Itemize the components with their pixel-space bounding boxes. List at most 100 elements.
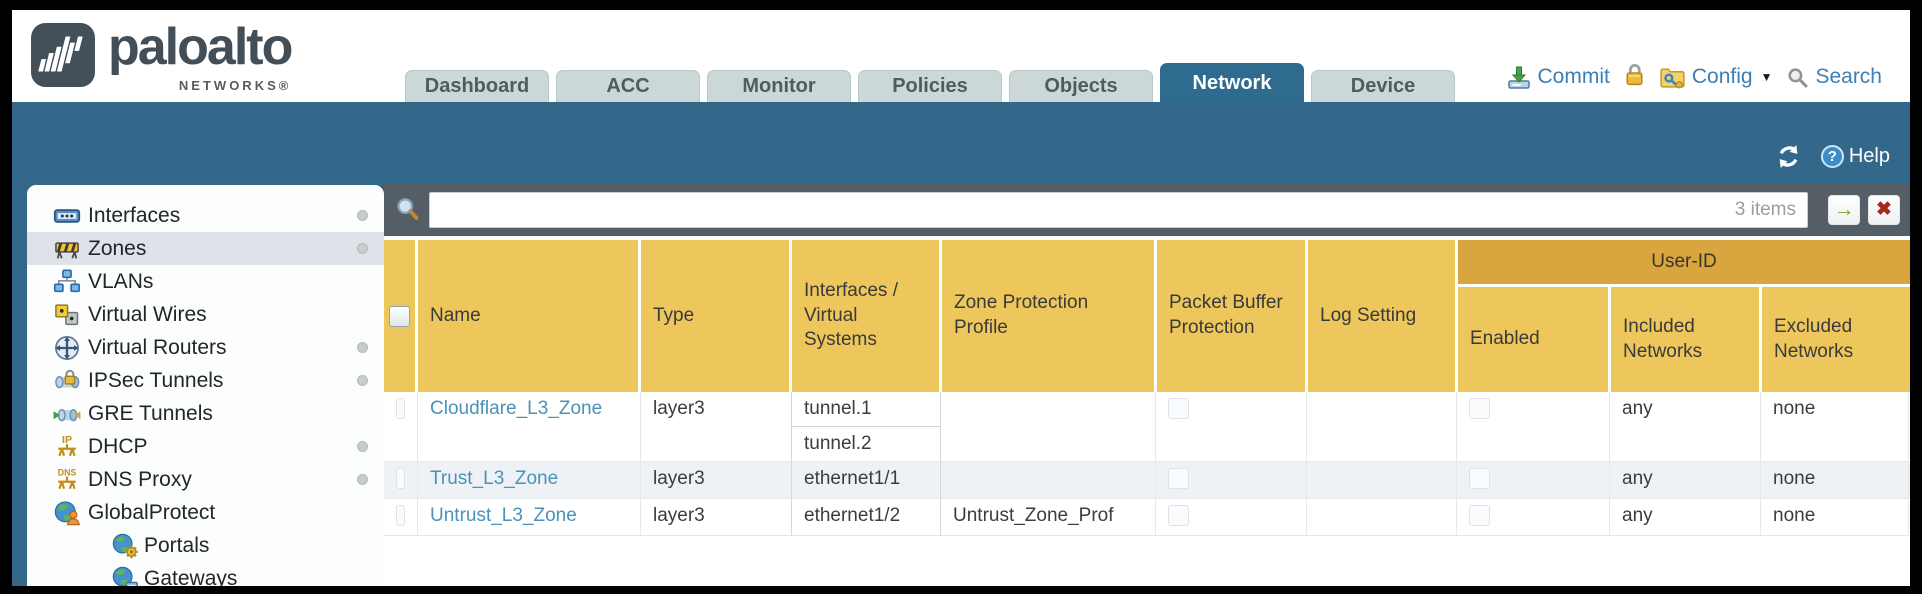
brand-wordmark: paloalto (108, 18, 293, 76)
sidebar-item-label: DNS Proxy (88, 467, 192, 491)
sidebar-item-virtual-routers[interactable]: Virtual Routers (27, 331, 384, 364)
row-checkbox[interactable] (396, 505, 405, 526)
interface-item: tunnel.1 (792, 392, 940, 427)
tab-dashboard[interactable]: Dashboard (405, 70, 549, 102)
sidebar-item-label: Zones (88, 236, 147, 260)
user-id-enabled-cell (1457, 392, 1610, 462)
packet-buffer-checkbox[interactable] (1168, 505, 1189, 526)
column-header-enabled[interactable]: Enabled (1458, 287, 1611, 392)
row-checkbox[interactable] (396, 398, 405, 419)
tab-objects[interactable]: Objects (1009, 70, 1153, 102)
globalprotect-icon (54, 501, 80, 526)
lock-button[interactable] (1624, 62, 1645, 92)
svg-text:DNS: DNS (58, 467, 77, 477)
zones-table: Name Type Interfaces / Virtual Systems Z… (384, 236, 1910, 586)
filter-search-icon (397, 198, 419, 220)
sidebar-item-label: Gateways (144, 566, 238, 587)
excluded-networks-cell: none (1761, 392, 1909, 462)
sidebar-item-label: GRE Tunnels (88, 401, 213, 425)
portals-icon (112, 533, 138, 559)
zone-type-cell: layer3 (641, 392, 792, 462)
user-id-enabled-checkbox[interactable] (1469, 505, 1490, 526)
zone-protection-profile-cell (941, 462, 1156, 499)
zone-interfaces-cell: ethernet1/2 (791, 499, 941, 536)
help-button[interactable]: ? Help (1820, 145, 1890, 168)
tab-device[interactable]: Device (1311, 70, 1455, 102)
column-header-excluded-networks[interactable]: Excluded Networks (1762, 287, 1910, 392)
column-header-log-setting[interactable]: Log Setting (1308, 240, 1458, 392)
app-window: paloalto NETWORKS® Dashboard ACC Monitor… (12, 10, 1910, 586)
items-count: 3 items (1734, 198, 1796, 220)
table-empty-area (384, 536, 1910, 586)
tab-monitor[interactable]: Monitor (707, 70, 851, 102)
tab-policies[interactable]: Policies (858, 70, 1002, 102)
zone-name-link[interactable]: Untrust_L3_Zone (430, 505, 577, 526)
sidebar-item-ipsec-tunnels[interactable]: IPSec Tunnels (27, 364, 384, 397)
sidebar-item-vlans[interactable]: VLANs (27, 265, 384, 298)
zone-name-link[interactable]: Trust_L3_Zone (430, 468, 559, 489)
help-row: ? Help (1776, 144, 1890, 169)
sidebar-item-label: GlobalProtect (88, 500, 216, 524)
sidebar-item-portals[interactable]: Portals (27, 529, 384, 562)
user-id-enabled-checkbox[interactable] (1469, 468, 1490, 489)
vlans-icon (53, 269, 81, 293)
sidebar-item-globalprotect[interactable]: ▽ GlobalProtect (27, 496, 384, 529)
apply-filter-button[interactable]: → (1828, 194, 1860, 225)
select-all-checkbox[interactable] (389, 305, 410, 327)
config-menu-button[interactable]: Config ▼ (1659, 65, 1772, 90)
select-all-header-cell (384, 240, 418, 392)
ipsec-tunnels-icon (55, 369, 80, 389)
excluded-networks-cell: none (1761, 499, 1909, 536)
packet-buffer-checkbox[interactable] (1168, 468, 1189, 489)
sidebar-item-virtual-wires[interactable]: Virtual Wires (27, 298, 384, 331)
packet-buffer-checkbox[interactable] (1168, 398, 1189, 419)
commit-icon (1507, 66, 1530, 89)
column-header-packet-buffer-protection[interactable]: Packet Buffer Protection (1157, 240, 1308, 392)
refresh-icon[interactable] (1776, 144, 1801, 169)
packet-buffer-protection-cell (1156, 392, 1307, 462)
config-label: Config (1691, 65, 1753, 88)
table-header-row: Name Type Interfaces / Virtual Systems Z… (384, 240, 1910, 392)
sidebar-item-dns-proxy[interactable]: DNS DNS Proxy (27, 463, 384, 496)
sidebar-item-gre-tunnels[interactable]: GRE Tunnels (27, 397, 384, 430)
brand-sub-wordmark: NETWORKS® (178, 78, 292, 93)
sidebar-item-zones[interactable]: Zones (27, 232, 384, 265)
header-actions: Commit Config ▼ (1506, 62, 1882, 92)
column-header-type[interactable]: Type (641, 240, 792, 392)
clear-filter-button[interactable]: ✖ (1868, 194, 1900, 225)
column-header-included-networks[interactable]: Included Networks (1611, 287, 1762, 392)
zone-name-link[interactable]: Cloudflare_L3_Zone (430, 398, 603, 419)
sidebar-item-dhcp[interactable]: IP DHCP (27, 430, 384, 463)
column-header-name[interactable]: Name (418, 240, 641, 392)
network-sidebar: Interfaces Zones (27, 185, 384, 586)
zone-name-cell: Untrust_L3_Zone (418, 499, 641, 536)
zone-interfaces-cell: ethernet1/1 (791, 462, 941, 499)
tab-acc[interactable]: ACC (556, 70, 700, 102)
sidebar-item-gateways[interactable]: Gateways (27, 562, 384, 586)
table-row: Untrust_L3_Zone layer3 ethernet1/2 Untru… (384, 499, 1910, 536)
clear-filter-x-icon: ✖ (1876, 199, 1892, 220)
interfaces-icon (53, 209, 81, 223)
zone-interfaces-cell: tunnel.1 tunnel.2 (791, 392, 941, 462)
zone-protection-profile-cell (941, 392, 1156, 462)
sidebar-item-label: IPSec Tunnels (88, 368, 224, 392)
commit-button[interactable]: Commit (1506, 65, 1610, 90)
commit-label: Commit (1537, 65, 1610, 88)
search-button[interactable]: Search (1786, 65, 1882, 89)
row-checkbox[interactable] (396, 468, 405, 489)
sidebar-item-interfaces[interactable]: Interfaces (27, 199, 384, 232)
column-header-zone-protection-profile[interactable]: Zone Protection Profile (942, 240, 1157, 392)
config-icon (1660, 67, 1685, 88)
svg-text:IP: IP (62, 434, 72, 446)
status-dot (357, 441, 368, 452)
main-nav-tabs: Dashboard ACC Monitor Policies Objects N… (405, 63, 1455, 102)
filter-input[interactable] (429, 191, 1808, 228)
user-id-enabled-checkbox[interactable] (1469, 398, 1490, 419)
filter-bar: 3 items → ✖ (384, 183, 1910, 236)
table-row: Cloudflare_L3_Zone layer3 tunnel.1 tunne… (384, 392, 1910, 462)
search-label: Search (1815, 65, 1882, 88)
log-setting-cell (1307, 392, 1457, 462)
column-header-interfaces[interactable]: Interfaces / Virtual Systems (792, 240, 942, 392)
tab-network[interactable]: Network (1160, 63, 1304, 102)
top-header-band: paloalto NETWORKS® Dashboard ACC Monitor… (12, 10, 1910, 102)
